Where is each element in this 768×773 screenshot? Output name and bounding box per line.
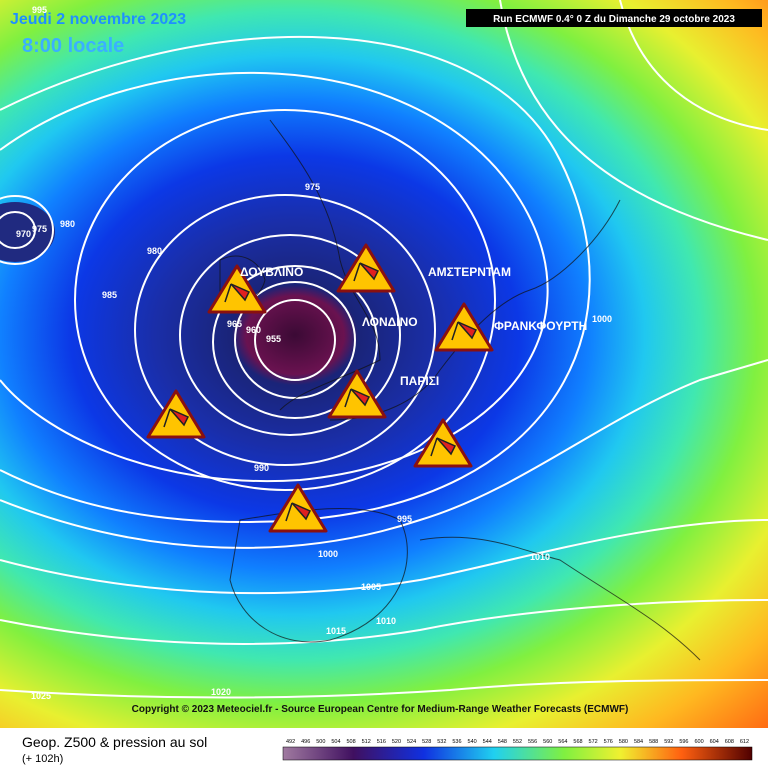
isobar-label: 975 [305,182,320,192]
city-label: ΑΜΣΤΕΡΝΤΑΜ [428,265,511,279]
colorbar-gradient [282,746,753,761]
run-info: Run ECMWF 0.4° 0 Z du Dimanche 29 octobr… [493,14,735,25]
colorbar-label: 608 [725,739,734,745]
colorbar: 492 496 500 504 508 512 516 520 524 528 532 536 540 5… [282,739,753,761]
colorbar-label: 544 [483,739,492,745]
city-label: ΦΡΑΝΚΦΟΥΡΤΗ [494,319,587,333]
isobar-label: 965 [227,319,242,329]
colorbar-label: 612 [740,739,749,745]
colorbar-label: 592 [664,739,673,745]
time: 8:00 locale [22,35,124,57]
windsock [451,321,478,341]
city-label: ΔΟΥΒΛΙΝΟ [240,265,303,279]
colorbar-label: 560 [543,739,552,745]
city-label: ΛΟΝΔΙΝΟ [362,315,418,329]
colorbar-label: 500 [316,739,325,745]
colorbar-label: 492 [286,739,295,745]
colorbar-label: 548 [498,739,507,745]
copyright: Copyright © 2023 Meteociel.fr - Source E… [132,704,629,715]
isobar-label: 995 [32,5,47,15]
colorbar-label: 496 [301,739,310,745]
windsock [353,262,380,282]
colorbar-label: 508 [346,739,355,745]
isobar-label: 1000 [318,549,338,559]
footer-lead: (+ 102h) [22,753,63,765]
colorbar-label: 576 [604,739,613,745]
isobar-label: 985 [102,290,117,300]
isobar-label: 970 [16,229,31,239]
colorbar-label: 572 [589,739,598,745]
colorbar-label: 520 [392,739,401,745]
isobar-label: 1015 [326,626,346,636]
windsock [224,283,251,303]
isobars [0,0,768,698]
isobar-label: 980 [147,246,162,256]
colorbar-label: 584 [634,739,643,745]
colorbar-label: 604 [710,739,719,745]
isobar-label: 955 [266,334,281,344]
colorbar-label: 556 [528,739,537,745]
pressure-field [0,0,768,728]
isobar-label: 1020 [211,687,231,697]
isobar-label: 980 [60,219,75,229]
windsock [285,502,312,522]
isobar-label: 990 [254,463,269,473]
colorbar-label: 528 [422,739,431,745]
windsock [430,437,457,457]
footer-title: Geop. Z500 & pression au sol [22,734,207,750]
isobar-label: 1025 [31,691,51,701]
colorbar-label: 532 [437,739,446,745]
colorbar-label: 524 [407,739,416,745]
colorbar-label: 540 [468,739,477,745]
windsock [163,408,190,428]
isobar-label: 1005 [361,582,381,592]
isobar-label: 1010 [376,616,396,626]
colorbar-label: 536 [452,739,461,745]
warning-icons [146,243,494,533]
isobar-label: 960 [246,325,261,335]
colorbar-label: 600 [694,739,703,745]
colorbar-label: 504 [331,739,340,745]
isobar-label: 1000 [592,314,612,324]
colorbar-label: 512 [362,739,371,745]
colorbar-label: 516 [377,739,386,745]
colorbar-label: 588 [649,739,658,745]
date: Jeudi 2 novembre 2023 [10,11,186,28]
colorbar-label: 568 [573,739,582,745]
colorbar-label: 564 [558,739,567,745]
colorbar-label: 580 [619,739,628,745]
windsock [344,388,371,408]
isobar-label: 995 [397,514,412,524]
colorbar-label: 552 [513,739,522,745]
isobar-label: 975 [32,224,47,234]
run-box [466,9,762,27]
city-label: ΠΑΡΙΣΙ [400,374,439,388]
colorbar-label: 596 [679,739,688,745]
isobar-label: 1010 [530,552,550,562]
